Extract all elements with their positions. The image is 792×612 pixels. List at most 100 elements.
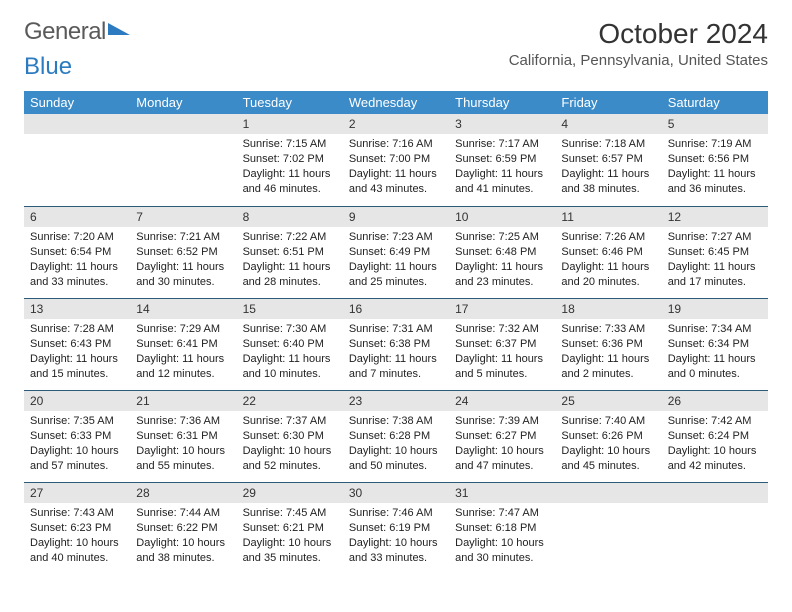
calendar-day-cell: 26Sunrise: 7:42 AMSunset: 6:24 PMDayligh… <box>662 390 768 482</box>
daylight-line: Daylight: 11 hours and 12 minutes. <box>136 352 230 382</box>
sunrise-line: Sunrise: 7:21 AM <box>136 230 230 245</box>
calendar-day-cell: 2Sunrise: 7:16 AMSunset: 7:00 PMDaylight… <box>343 114 449 206</box>
calendar-day-cell: 21Sunrise: 7:36 AMSunset: 6:31 PMDayligh… <box>130 390 236 482</box>
sunset-line: Sunset: 6:33 PM <box>30 429 124 444</box>
calendar-day-cell: 7Sunrise: 7:21 AMSunset: 6:52 PMDaylight… <box>130 206 236 298</box>
calendar-day-cell: 16Sunrise: 7:31 AMSunset: 6:38 PMDayligh… <box>343 298 449 390</box>
calendar-day-cell: 6Sunrise: 7:20 AMSunset: 6:54 PMDaylight… <box>24 206 130 298</box>
sunrise-line: Sunrise: 7:20 AM <box>30 230 124 245</box>
calendar-day-cell: 24Sunrise: 7:39 AMSunset: 6:27 PMDayligh… <box>449 390 555 482</box>
logo-text-1: General <box>24 18 106 46</box>
weekday-header: Tuesday <box>237 91 343 114</box>
daylight-line: Daylight: 11 hours and 46 minutes. <box>243 167 337 197</box>
sunrise-line: Sunrise: 7:15 AM <box>243 137 337 152</box>
calendar-day-cell: 22Sunrise: 7:37 AMSunset: 6:30 PMDayligh… <box>237 390 343 482</box>
sunset-line: Sunset: 6:28 PM <box>349 429 443 444</box>
calendar-row: 13Sunrise: 7:28 AMSunset: 6:43 PMDayligh… <box>24 298 768 390</box>
calendar-day-cell: 4Sunrise: 7:18 AMSunset: 6:57 PMDaylight… <box>555 114 661 206</box>
daylight-line: Daylight: 11 hours and 17 minutes. <box>668 260 762 290</box>
day-details: Sunrise: 7:25 AMSunset: 6:48 PMDaylight:… <box>449 227 555 295</box>
daylight-line: Daylight: 10 hours and 42 minutes. <box>668 444 762 474</box>
weekday-header: Saturday <box>662 91 768 114</box>
daylight-line: Daylight: 10 hours and 30 minutes. <box>455 536 549 566</box>
day-number-bar: 2 <box>343 114 449 134</box>
daylight-line: Daylight: 11 hours and 41 minutes. <box>455 167 549 197</box>
daylight-line: Daylight: 11 hours and 2 minutes. <box>561 352 655 382</box>
daylight-line: Daylight: 10 hours and 40 minutes. <box>30 536 124 566</box>
day-details: Sunrise: 7:28 AMSunset: 6:43 PMDaylight:… <box>24 319 130 387</box>
day-number-bar: 9 <box>343 206 449 227</box>
day-details: Sunrise: 7:45 AMSunset: 6:21 PMDaylight:… <box>237 503 343 571</box>
calendar-day-cell: 23Sunrise: 7:38 AMSunset: 6:28 PMDayligh… <box>343 390 449 482</box>
day-details: Sunrise: 7:39 AMSunset: 6:27 PMDaylight:… <box>449 411 555 479</box>
sunrise-line: Sunrise: 7:23 AM <box>349 230 443 245</box>
sunset-line: Sunset: 6:59 PM <box>455 152 549 167</box>
sunrise-line: Sunrise: 7:36 AM <box>136 414 230 429</box>
sunset-line: Sunset: 6:26 PM <box>561 429 655 444</box>
day-details: Sunrise: 7:26 AMSunset: 6:46 PMDaylight:… <box>555 227 661 295</box>
daylight-line: Daylight: 11 hours and 15 minutes. <box>30 352 124 382</box>
sunrise-line: Sunrise: 7:47 AM <box>455 506 549 521</box>
day-details: Sunrise: 7:38 AMSunset: 6:28 PMDaylight:… <box>343 411 449 479</box>
sunrise-line: Sunrise: 7:18 AM <box>561 137 655 152</box>
sunrise-line: Sunrise: 7:43 AM <box>30 506 124 521</box>
sunset-line: Sunset: 6:43 PM <box>30 337 124 352</box>
sunrise-line: Sunrise: 7:38 AM <box>349 414 443 429</box>
calendar-day-cell: 8Sunrise: 7:22 AMSunset: 6:51 PMDaylight… <box>237 206 343 298</box>
sunset-line: Sunset: 6:23 PM <box>30 521 124 536</box>
day-details: Sunrise: 7:27 AMSunset: 6:45 PMDaylight:… <box>662 227 768 295</box>
day-details: Sunrise: 7:36 AMSunset: 6:31 PMDaylight:… <box>130 411 236 479</box>
calendar-empty-cell <box>555 482 661 574</box>
weekday-header: Thursday <box>449 91 555 114</box>
day-number-bar: 6 <box>24 206 130 227</box>
calendar-day-cell: 29Sunrise: 7:45 AMSunset: 6:21 PMDayligh… <box>237 482 343 574</box>
sunset-line: Sunset: 6:30 PM <box>243 429 337 444</box>
calendar-day-cell: 31Sunrise: 7:47 AMSunset: 6:18 PMDayligh… <box>449 482 555 574</box>
sunrise-line: Sunrise: 7:45 AM <box>243 506 337 521</box>
weekday-header: Monday <box>130 91 236 114</box>
day-details: Sunrise: 7:31 AMSunset: 6:38 PMDaylight:… <box>343 319 449 387</box>
calendar-day-cell: 30Sunrise: 7:46 AMSunset: 6:19 PMDayligh… <box>343 482 449 574</box>
sunset-line: Sunset: 6:57 PM <box>561 152 655 167</box>
calendar-day-cell: 17Sunrise: 7:32 AMSunset: 6:37 PMDayligh… <box>449 298 555 390</box>
calendar-day-cell: 11Sunrise: 7:26 AMSunset: 6:46 PMDayligh… <box>555 206 661 298</box>
sunset-line: Sunset: 6:40 PM <box>243 337 337 352</box>
daylight-line: Daylight: 11 hours and 30 minutes. <box>136 260 230 290</box>
sunset-line: Sunset: 6:19 PM <box>349 521 443 536</box>
sunset-line: Sunset: 6:36 PM <box>561 337 655 352</box>
day-details: Sunrise: 7:33 AMSunset: 6:36 PMDaylight:… <box>555 319 661 387</box>
day-number-bar: 14 <box>130 298 236 319</box>
sunrise-line: Sunrise: 7:31 AM <box>349 322 443 337</box>
sunrise-line: Sunrise: 7:44 AM <box>136 506 230 521</box>
day-details: Sunrise: 7:43 AMSunset: 6:23 PMDaylight:… <box>24 503 130 571</box>
daylight-line: Daylight: 11 hours and 10 minutes. <box>243 352 337 382</box>
logo-sail-icon <box>108 23 130 35</box>
day-details: Sunrise: 7:20 AMSunset: 6:54 PMDaylight:… <box>24 227 130 295</box>
calendar-row: 20Sunrise: 7:35 AMSunset: 6:33 PMDayligh… <box>24 390 768 482</box>
sunrise-line: Sunrise: 7:33 AM <box>561 322 655 337</box>
day-details: Sunrise: 7:47 AMSunset: 6:18 PMDaylight:… <box>449 503 555 571</box>
calendar-row: 1Sunrise: 7:15 AMSunset: 7:02 PMDaylight… <box>24 114 768 206</box>
day-details: Sunrise: 7:42 AMSunset: 6:24 PMDaylight:… <box>662 411 768 479</box>
sunset-line: Sunset: 6:41 PM <box>136 337 230 352</box>
day-number-bar: 19 <box>662 298 768 319</box>
sunrise-line: Sunrise: 7:16 AM <box>349 137 443 152</box>
logo: General <box>24 18 130 46</box>
day-number-bar: 22 <box>237 390 343 411</box>
day-details: Sunrise: 7:17 AMSunset: 6:59 PMDaylight:… <box>449 134 555 202</box>
sunset-line: Sunset: 6:27 PM <box>455 429 549 444</box>
calendar-day-cell: 1Sunrise: 7:15 AMSunset: 7:02 PMDaylight… <box>237 114 343 206</box>
daylight-line: Daylight: 10 hours and 45 minutes. <box>561 444 655 474</box>
daylight-line: Daylight: 11 hours and 43 minutes. <box>349 167 443 197</box>
sunset-line: Sunset: 6:49 PM <box>349 245 443 260</box>
calendar-day-cell: 25Sunrise: 7:40 AMSunset: 6:26 PMDayligh… <box>555 390 661 482</box>
sunset-line: Sunset: 6:24 PM <box>668 429 762 444</box>
calendar-empty-cell <box>24 114 130 206</box>
sunset-line: Sunset: 7:02 PM <box>243 152 337 167</box>
day-number-bar: 3 <box>449 114 555 134</box>
daylight-line: Daylight: 11 hours and 38 minutes. <box>561 167 655 197</box>
day-number-bar: 26 <box>662 390 768 411</box>
sunrise-line: Sunrise: 7:27 AM <box>668 230 762 245</box>
day-details: Sunrise: 7:40 AMSunset: 6:26 PMDaylight:… <box>555 411 661 479</box>
sunrise-line: Sunrise: 7:30 AM <box>243 322 337 337</box>
